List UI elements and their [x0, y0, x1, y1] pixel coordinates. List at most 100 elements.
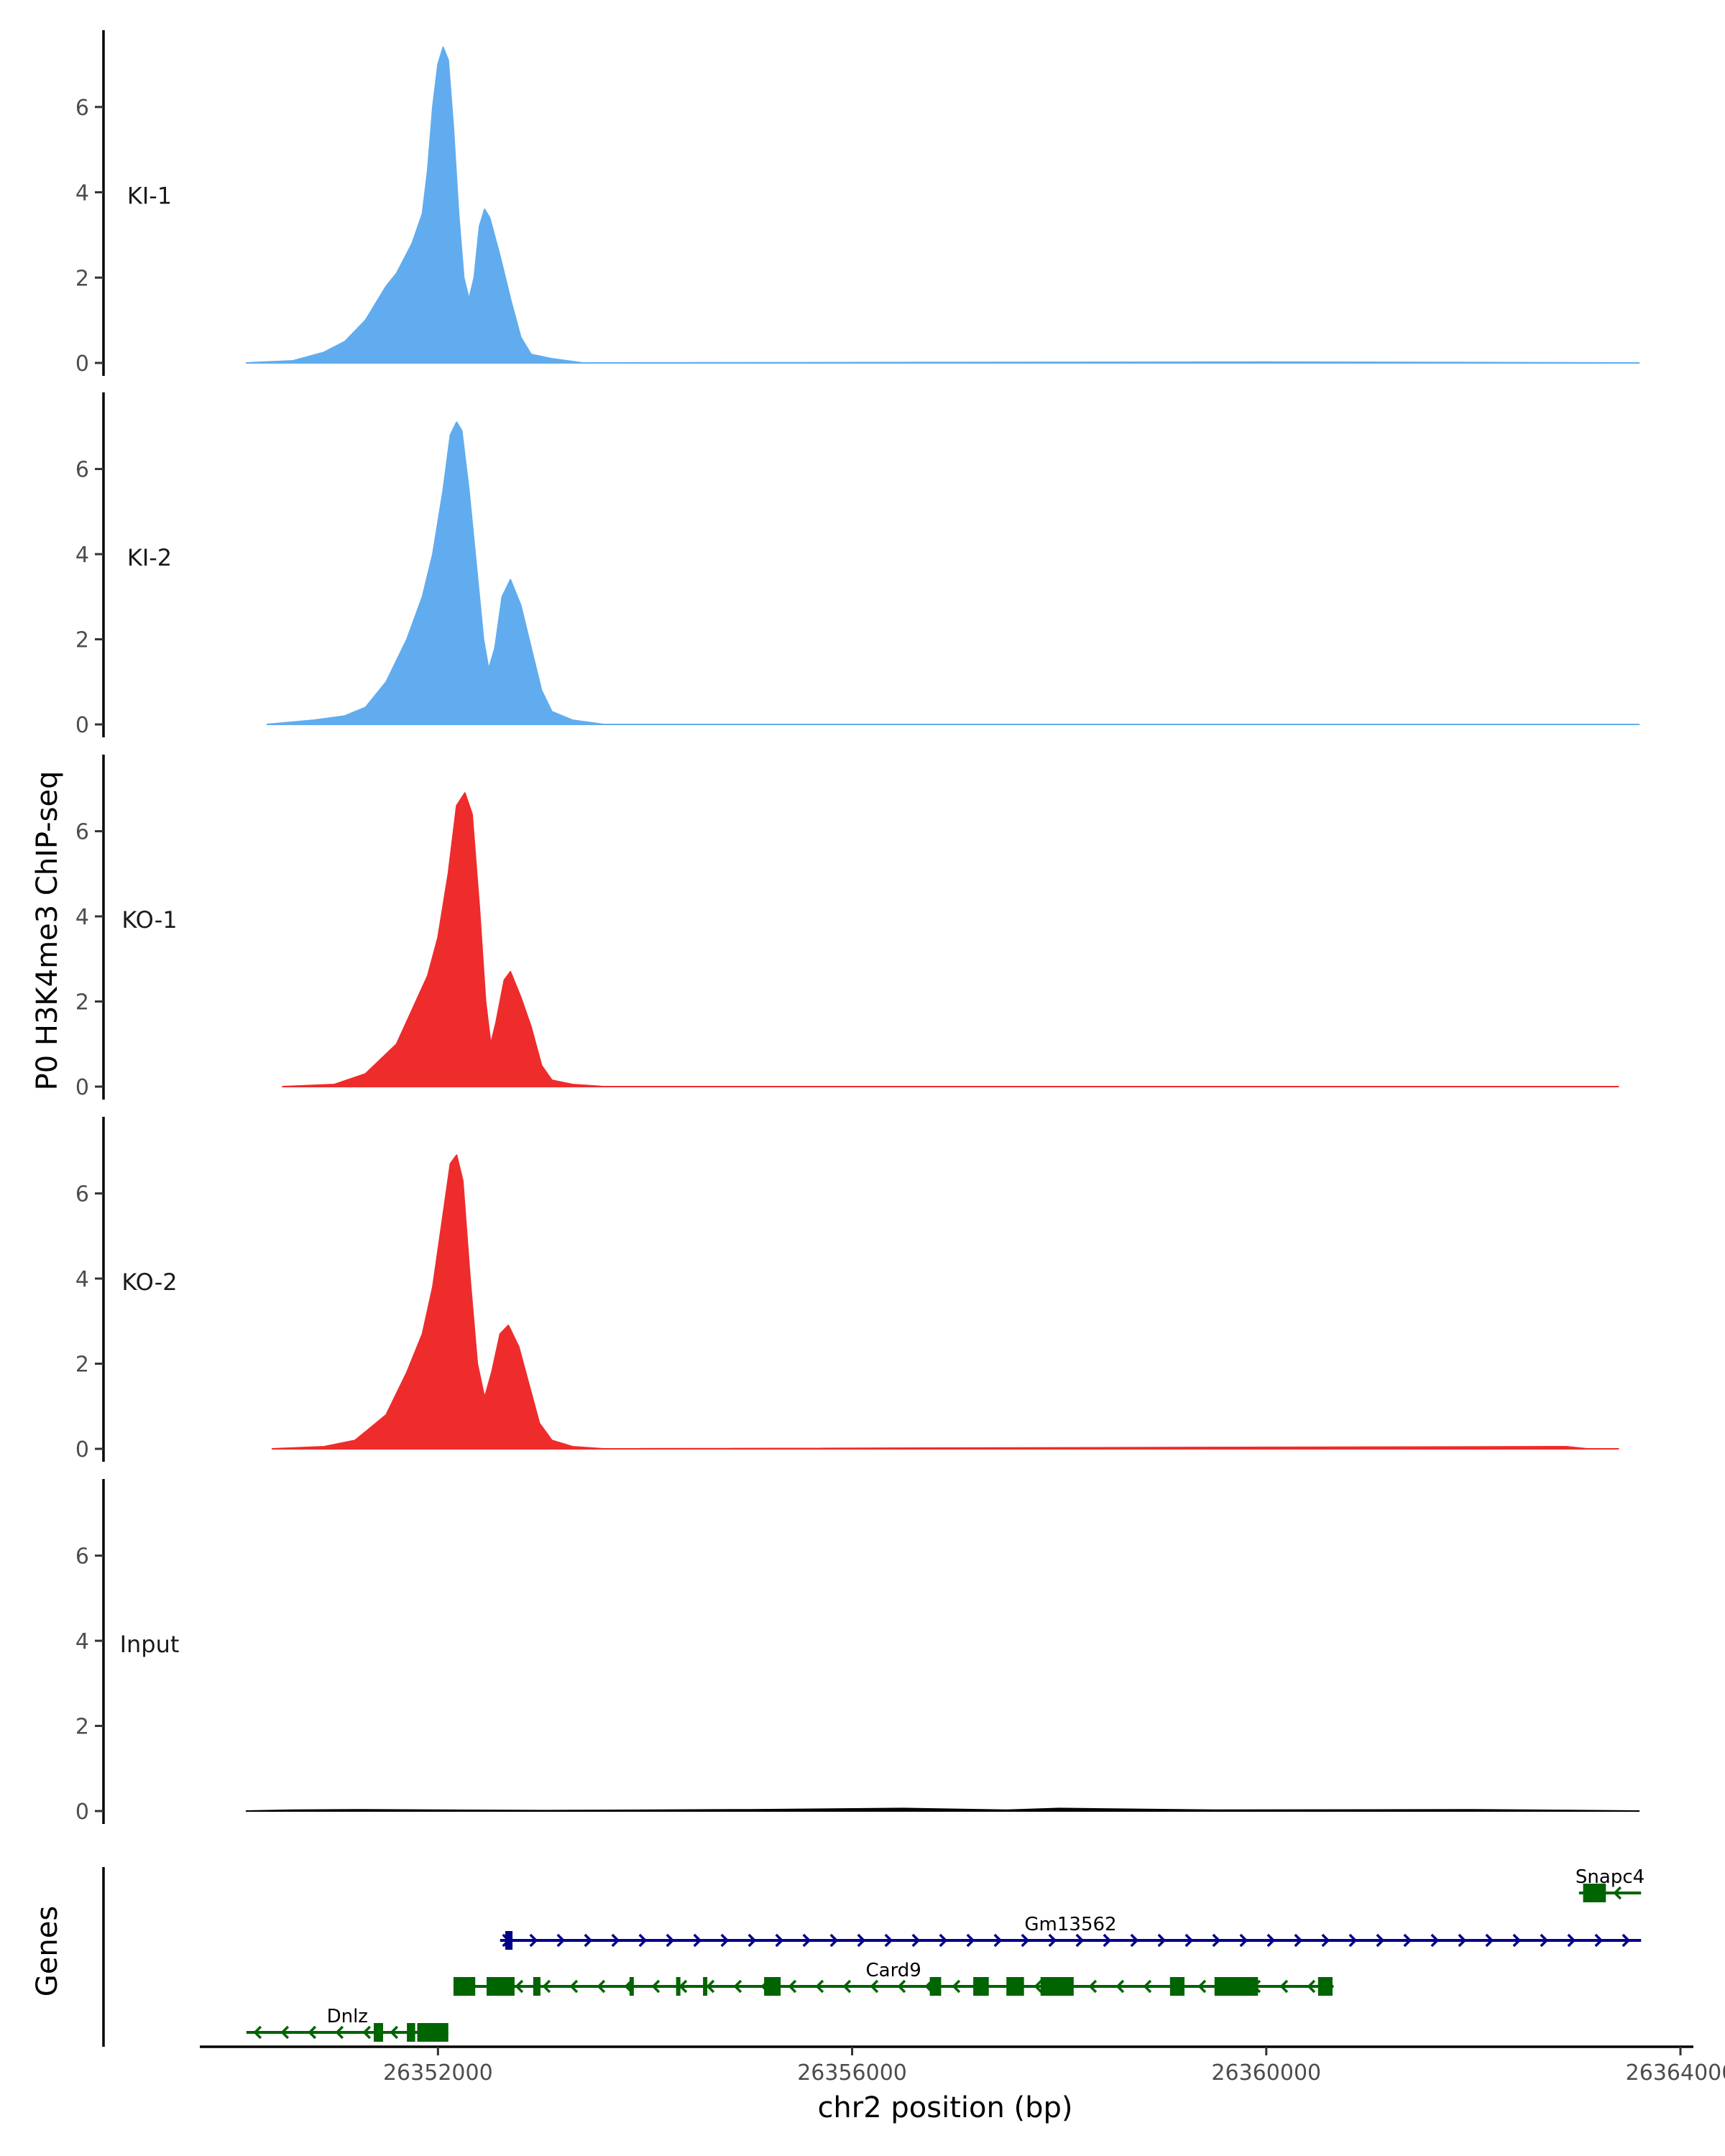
- strand-chevron: [666, 1933, 675, 1948]
- y-tick-label: 4: [75, 1629, 89, 1654]
- exon: [1583, 1884, 1606, 1902]
- y-tick-label: 6: [75, 820, 89, 845]
- y-tick-label: 6: [75, 1182, 89, 1207]
- strand-chevron: [1348, 1933, 1358, 1948]
- track-label: KO-2: [121, 1268, 177, 1296]
- strand-chevron: [1485, 1933, 1494, 1948]
- strand-chevron: [529, 1933, 538, 1948]
- exon: [407, 2023, 415, 2042]
- gene-label: Snapc4: [1576, 1866, 1644, 1888]
- exon: [417, 2023, 448, 2042]
- strand-chevron: [1594, 1933, 1604, 1948]
- strand-chevron: [993, 1933, 1003, 1948]
- x-tick-label: 26356000: [797, 2060, 907, 2086]
- strand-chevron: [1212, 1933, 1221, 1948]
- x-tick-label: 26364000: [1626, 2060, 1725, 2086]
- strand-chevron: [693, 1933, 702, 1948]
- strand-chevron: [829, 1933, 839, 1948]
- strand-chevron: [1103, 1933, 1112, 1948]
- track-ki-2: 0 2 4 6 KI-2: [75, 392, 1640, 738]
- strand-chevron: [597, 1979, 606, 1994]
- strand-chevron: [815, 1979, 824, 1994]
- track-ko-1: 0 2 4 6 KO-1: [75, 755, 1619, 1100]
- strand-chevron: [706, 1979, 715, 1994]
- strand-chevron: [390, 2025, 399, 2040]
- y-tick-label: 2: [75, 628, 89, 653]
- strand-chevron: [1567, 1933, 1576, 1948]
- strand-chevron: [1458, 1933, 1467, 1948]
- x-tick-label: 26360000: [1211, 2060, 1321, 2086]
- strand-chevron: [1116, 1979, 1125, 1994]
- y-tick-label: 0: [75, 713, 89, 738]
- exon: [1317, 1977, 1333, 1996]
- exon: [703, 1977, 708, 1996]
- y-tick-label: 4: [75, 1267, 89, 1292]
- strand-chevron: [1088, 1979, 1098, 1994]
- coverage-area: [282, 792, 1619, 1087]
- track-label: KI-2: [127, 544, 172, 571]
- y-tick-label: 0: [75, 351, 89, 377]
- strand-chevron: [1321, 1933, 1330, 1948]
- genes-axis-title: Genes: [31, 1906, 64, 1996]
- coverage-tracks: 0 2 4 6 KI-1 0 2 4 6 KI-2 0 2 4 6 KO-1 0 2 4 6 KO-2 0 2 4 6 Inpu…: [75, 30, 1640, 1825]
- exon: [676, 1977, 681, 1996]
- y-tick-label: 6: [75, 458, 89, 483]
- strand-chevron: [884, 1933, 893, 1948]
- strand-chevron: [1034, 1979, 1043, 1994]
- strand-chevron: [515, 1979, 524, 1994]
- y-tick-label: 2: [75, 1715, 89, 1740]
- strand-chevron: [1143, 1979, 1152, 1994]
- strand-chevron: [569, 1979, 579, 1994]
- strand-chevron: [775, 1933, 784, 1948]
- coverage-area: [245, 1807, 1640, 1812]
- strand-chevron: [802, 1933, 811, 1948]
- strand-chevron: [748, 1933, 757, 1948]
- strand-chevron: [1048, 1933, 1057, 1948]
- exon: [1006, 1977, 1024, 1996]
- exon: [973, 1977, 989, 1996]
- gene-label: Dnlz: [327, 2006, 368, 2027]
- track-input: 0 2 4 6 Input: [75, 1479, 1640, 1825]
- coverage-area: [266, 421, 1640, 725]
- y-tick-label: 6: [75, 1544, 89, 1570]
- exon: [533, 1977, 540, 1996]
- y-tick-label: 2: [75, 266, 89, 291]
- track-ko-2: 0 2 4 6 KO-2: [75, 1117, 1619, 1462]
- strand-chevron: [842, 1979, 852, 1994]
- y-tick-label: 0: [75, 1075, 89, 1100]
- strand-chevron: [584, 1933, 593, 1948]
- strand-chevron: [788, 1979, 797, 1994]
- x-tick-label: 26352000: [383, 2060, 493, 2086]
- strand-chevron: [1376, 1933, 1385, 1948]
- strand-chevron: [678, 1979, 688, 1994]
- strand-chevron: [720, 1933, 730, 1948]
- track-label: Input: [120, 1631, 180, 1658]
- strand-chevron: [966, 1933, 975, 1948]
- strand-chevron: [911, 1933, 921, 1948]
- strand-chevron: [870, 1979, 879, 1994]
- strand-chevron: [1266, 1933, 1276, 1948]
- coverage-area: [245, 46, 1640, 364]
- gene-snapc4: Snapc4: [1576, 1866, 1644, 1902]
- strand-chevron: [556, 1933, 566, 1948]
- strand-chevron: [1157, 1933, 1167, 1948]
- exon: [1214, 1977, 1259, 1996]
- strand-chevron: [280, 2025, 290, 2040]
- strand-chevron: [952, 1979, 961, 1994]
- strand-chevron: [1512, 1933, 1522, 1948]
- strand-chevron: [1130, 1933, 1139, 1948]
- strand-chevron: [1622, 1933, 1631, 1948]
- coverage-area: [271, 1154, 1619, 1450]
- y-tick-label: 2: [75, 1353, 89, 1378]
- strand-chevron: [362, 2025, 372, 2040]
- track-label: KO-1: [121, 906, 177, 934]
- strand-chevron: [1403, 1933, 1412, 1948]
- gene-gm13562: Gm13562: [500, 1914, 1642, 1950]
- exon: [374, 2023, 383, 2042]
- strand-chevron: [897, 1979, 906, 1994]
- strand-chevron: [1540, 1933, 1549, 1948]
- strand-chevron: [253, 2025, 262, 2040]
- exon: [629, 1977, 634, 1996]
- y-tick-label: 0: [75, 1437, 89, 1462]
